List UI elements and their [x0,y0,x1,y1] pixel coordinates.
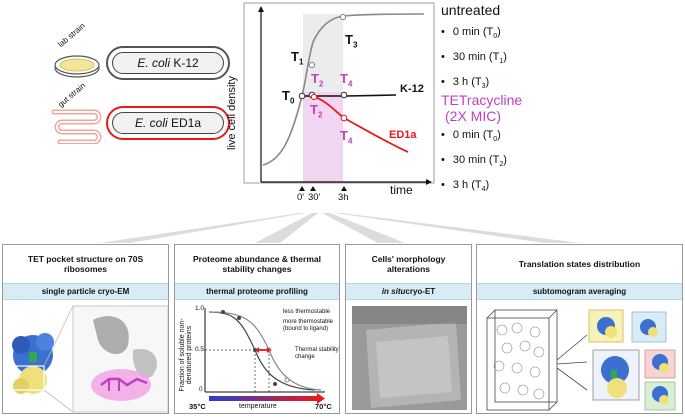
t1-point [308,61,316,69]
growth-xlabel: time [390,183,413,197]
legend-tet-item: 3 h (T4) [441,175,507,200]
panel-subtomogram: Translation states distribution subtomog… [476,244,683,414]
tetracycline-molecule [100,377,148,387]
legend-tet-subtitle: (2X MIC) [445,108,501,124]
ribosome-structure-illustration [7,305,168,413]
tpp-ytick-1: 1.0 [195,305,205,312]
tpp-ytick-05: 0.5 [195,346,205,353]
panel-tpp: Proteome abundance & thermal stability c… [174,244,340,414]
tick-label-3h: 3h [338,192,349,203]
density-map [93,316,129,355]
panel-3-method: in situ cryo-ET [346,283,471,300]
panel-2-title: Proteome abundance & thermal stability c… [192,254,321,274]
petri-dish-icon [54,55,100,78]
panel-4-title: Translation states distribution [518,259,641,269]
legend-untreated-title: untreated [441,2,501,18]
series-label-k12: K-12 [400,83,424,95]
ecoli-ed1a-box: E. coli ED1a [106,106,230,140]
tpp-xmin: 35°C [189,402,206,411]
tomogram-image [352,306,467,410]
legend-tet: TETracycline (2X MIC) [441,92,522,124]
tick-label-0: 0' [297,192,305,203]
label-t4-bottom: T4 [340,128,353,146]
tick-label-30: 30' [308,192,321,203]
ecoli-k12-box: E. coli K-12 [106,46,230,80]
legend-tet-items: 0 min (T0) 30 min (T2) 3 h (T4) [441,125,507,201]
fan-to-panel-4 [334,213,580,243]
t4-k12-point [340,91,348,99]
panel-1-title: TET pocket structure on 70S ribosomes [27,254,144,274]
t3-point [339,13,347,21]
growth-ylabel: live cell density [226,76,238,150]
legend-tet-title: TETracycline [441,92,523,108]
fan-to-panel-2 [255,213,318,243]
tpp-legend-less: less thermostable [283,309,331,315]
ecoli-ed1a-name: ED1a [167,116,202,130]
ecoli-k12-italic: E. coli [137,56,170,70]
panel-4-method: subtomogram averaging [477,283,682,300]
label-t0: T0 [282,88,295,106]
panel-cryo-et: Cells' morphology alterations in situ cr… [345,244,472,414]
tpp-xlabel: temperature [239,403,277,410]
tpp-legend-more: more thermostable (bound to ligand) [283,319,334,332]
t2-ed1a-point [310,93,318,101]
tomogram-volume [486,317,550,411]
tick-arrow-30 [310,186,316,191]
panel-2-method: thermal proteome profiling [175,283,339,300]
subtomogram-illustration [486,309,676,411]
tpp-ylabel: Fraction of soluble non-denatured protei… [179,318,193,392]
ecoli-k12-name: K-12 [170,56,199,70]
fan-to-panel-1 [100,213,306,243]
tpp-xmax: 70°C [315,402,332,411]
lab-strain-label: lab strain [56,21,87,49]
tet-shade [303,92,343,182]
legend-untreated-item: 3 h (T3) [441,72,507,97]
series-label-ed1a: ED1a [389,129,417,141]
tick-arrow-3h [341,186,347,191]
t0-point [298,92,306,100]
growth-plot [243,2,435,191]
gut-icon [51,109,102,144]
t4-ed1a-point [340,114,348,122]
untreated-curve [262,13,425,166]
ecoli-ed1a-italic: E. coli [134,116,168,130]
label-t2-top: T2 [311,71,324,89]
tetracycline-density [91,369,151,401]
tick-arrow-0 [299,186,305,191]
trna-mark [29,352,37,362]
temperature-gradient-bar [209,396,317,401]
legend-untreated-item: 0 min (T0) [441,22,507,47]
legend-tet-item: 0 min (T0) [441,125,507,150]
legend-tet-item: 30 min (T2) [441,150,507,175]
label-t2-bottom: T2 [310,102,323,120]
panel-cryo-em: TET pocket structure on 70S ribosomes si… [2,244,169,414]
class-box-blue [631,311,667,343]
legend-untreated-item: 30 min (T1) [441,47,507,72]
x-axis-arrow [426,179,432,185]
tpp-plot [204,308,325,404]
fan-connectors [100,213,580,243]
y-axis-arrow [258,6,264,12]
tpp-ytick-0: 0 [199,386,203,393]
panel-3-title: Cells' morphology alterations [371,254,446,274]
fan-to-panel-3 [322,213,405,243]
panel-1-method: single particle cryo-EM [3,283,168,300]
label-t1: T1 [291,49,304,67]
label-t4-top: T4 [340,71,353,89]
label-t3: T3 [345,32,358,50]
tpp-annotation: Thermal stability change [295,347,339,360]
legend-untreated: untreated 0 min (T0) 30 min (T1) 3 h (T3… [441,2,507,98]
